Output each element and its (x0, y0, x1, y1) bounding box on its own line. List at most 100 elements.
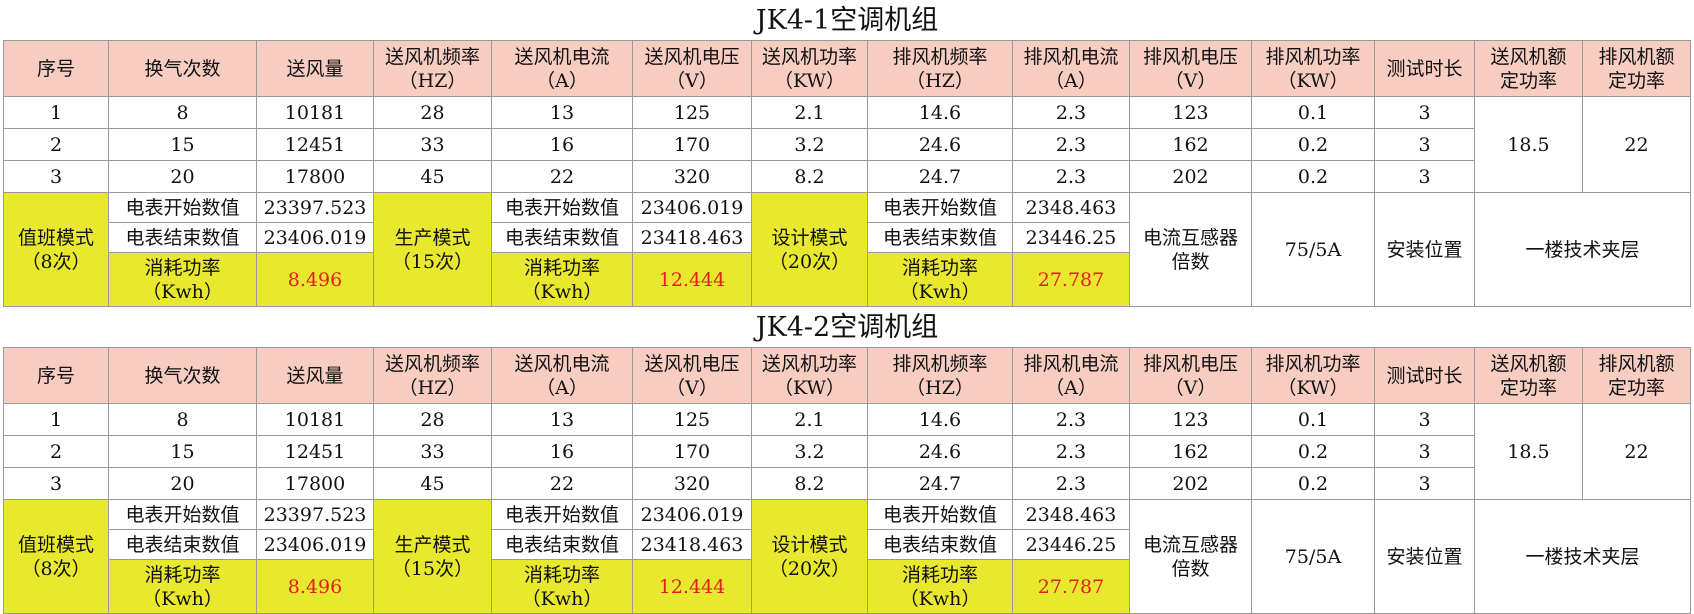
consumption-label: 消耗功率 （Kwh） (108, 559, 257, 614)
data-cell: 13 (491, 96, 633, 129)
data-cell: 15 (108, 435, 257, 468)
data-cell: 8.2 (751, 160, 868, 193)
data-cell: 320 (632, 160, 752, 193)
header-cell: 送风机频率 （HZ） (373, 347, 492, 404)
data-cell: 17800 (256, 160, 374, 193)
data-cell: 170 (632, 435, 752, 468)
data-cell: 202 (1129, 160, 1252, 193)
data-cell: 3 (1374, 435, 1475, 468)
meter-end: 23418.463 (632, 529, 752, 560)
data-cell: 24.6 (867, 128, 1013, 161)
meter-start-label: 电表开始数值 (867, 499, 1013, 530)
header-cell: 排风机电压 （V） (1129, 40, 1252, 97)
header-cell: 排风机电压 （V） (1129, 347, 1252, 404)
meter-start: 23406.019 (632, 192, 752, 223)
data-cell: 123 (1129, 403, 1252, 436)
header-cell: 送风机电流 （A） (491, 40, 633, 97)
header-row: 序号 换气次数 送风量 送风机频率 （HZ） 送风机电流 （A） 送风机电压 （V） 送风机… (3, 347, 1691, 404)
data-cell: 0.2 (1251, 435, 1375, 468)
meter-end-label: 电表结束数值 (491, 222, 633, 253)
header-cell: 送风机电压 （V） (632, 40, 752, 97)
data-cell: 2.3 (1012, 96, 1130, 129)
mode-row: 电表结束数值 23406.019 电表结束数值 23418.463 电表结束数值 2344… (4, 222, 1691, 253)
data-cell: 3 (1374, 128, 1475, 161)
data-cell: 33 (373, 435, 492, 468)
data-cell: 2.3 (1012, 435, 1130, 468)
consumption: 8.496 (256, 252, 374, 307)
data-cell: 24.6 (867, 435, 1013, 468)
header-cell: 测试时长 (1374, 40, 1475, 97)
data-cell: 12451 (256, 435, 374, 468)
meter-start: 2348.463 (1012, 499, 1130, 530)
header-cell: 排风机电流 （A） (1012, 347, 1130, 404)
header-cell: 送风机功率 （KW） (751, 40, 868, 97)
consumption-label: 消耗功率 （Kwh） (867, 559, 1013, 614)
meter-start-label: 电表开始数值 (108, 192, 257, 223)
consumption: 8.496 (256, 559, 374, 614)
data-cell: 2.3 (1012, 403, 1130, 436)
data-cell: 15 (108, 128, 257, 161)
data-cell: 2 (3, 128, 109, 161)
meter-start-label: 电表开始数值 (491, 499, 633, 530)
data-cell: 2.3 (1012, 160, 1130, 193)
mode-name: 值班模式 （8次） (3, 192, 109, 307)
ct-ratio: 75/5A (1251, 499, 1375, 614)
data-cell: 12451 (256, 128, 374, 161)
meter-end: 23406.019 (256, 222, 374, 253)
table-title: JK4-2空调机组 (755, 312, 939, 343)
data-table: 序号 换气次数 送风量 送风机频率 （HZ） 送风机电流 （A） 送风机电压 （V） 送风机… (3, 40, 1691, 307)
mode-row: 电表结束数值 23406.019 电表结束数值 23418.463 电表结束数值 2344… (4, 529, 1691, 560)
data-cell: 24.7 (867, 467, 1013, 500)
data-cell: 20 (108, 467, 257, 500)
consumption-label: 消耗功率 （Kwh） (108, 252, 257, 307)
location-label: 安装位置 (1374, 499, 1475, 614)
header-cell: 排风机频率 （HZ） (867, 347, 1013, 404)
data-cell: 125 (632, 403, 752, 436)
header-cell: 送风机功率 （KW） (751, 347, 868, 404)
data-cell: 2.3 (1012, 128, 1130, 161)
location: 一楼技术夹层 (1474, 192, 1691, 307)
rated-supply: 18.5 (1474, 403, 1583, 500)
data-cell: 2.3 (1012, 467, 1130, 500)
data-cell: 3 (1374, 467, 1475, 500)
data-cell: 28 (373, 403, 492, 436)
consumption: 27.787 (1012, 252, 1130, 307)
consumption-label: 消耗功率 （Kwh） (867, 252, 1013, 307)
consumption: 12.444 (632, 252, 752, 307)
mode-row: 消耗功率 （Kwh） 8.496 消耗功率 （Kwh） 12.444 消耗功率 （Kwh… (4, 559, 1691, 614)
consumption-label: 消耗功率 （Kwh） (491, 252, 633, 307)
data-cell: 3 (1374, 96, 1475, 129)
data-cell: 10181 (256, 403, 374, 436)
data-cell: 162 (1129, 128, 1252, 161)
data-cell: 20 (108, 160, 257, 193)
meter-start: 23397.523 (256, 499, 374, 530)
table-title: JK4-1空调机组 (755, 5, 939, 36)
mode-name: 设计模式 （20次） (751, 499, 868, 614)
data-cell: 170 (632, 128, 752, 161)
header-cell: 排风机频率 （HZ） (867, 40, 1013, 97)
data-cell: 123 (1129, 96, 1252, 129)
header-cell: 换气次数 (108, 40, 257, 97)
consumption: 12.444 (632, 559, 752, 614)
data-cell: 3 (1374, 160, 1475, 193)
meter-start: 23406.019 (632, 499, 752, 530)
header-cell: 送风机额 定功率 (1474, 347, 1583, 404)
data-cell: 24.7 (867, 160, 1013, 193)
data-row: 3 20 17800 45 22 320 8.2 24.7 2.3 202 0.2 3 (3, 467, 1691, 500)
ct-ratio: 75/5A (1251, 192, 1375, 307)
mode-name: 生产模式 （15次） (373, 499, 492, 614)
data-cell: 1 (3, 403, 109, 436)
mode-row: 值班模式 （8次） 电表开始数值 23397.523 生产模式 （15次） 电表开始数值… (3, 192, 1691, 307)
data-cell: 10181 (256, 96, 374, 129)
data-cell: 2 (3, 435, 109, 468)
data-cell: 202 (1129, 467, 1252, 500)
header-cell: 送风机额 定功率 (1474, 40, 1583, 97)
ct-label: 电流互感器 倍数 (1129, 192, 1252, 307)
data-cell: 22 (491, 467, 633, 500)
location-label: 安装位置 (1374, 192, 1475, 307)
header-cell: 排风机电流 （A） (1012, 40, 1130, 97)
data-cell: 16 (491, 435, 633, 468)
header-cell: 测试时长 (1374, 347, 1475, 404)
consumption: 27.787 (1012, 559, 1130, 614)
data-cell: 0.1 (1251, 96, 1375, 129)
